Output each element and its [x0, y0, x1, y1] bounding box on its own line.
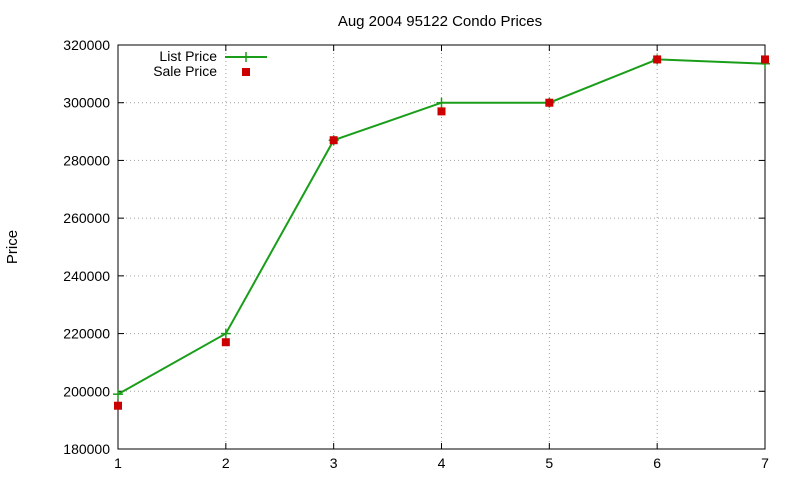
y-tick-label: 260000 — [63, 210, 110, 226]
chart-title: Aug 2004 95122 Condo Prices — [338, 13, 542, 30]
y-tick-label: 200000 — [63, 383, 110, 399]
legend-label-sale-price: Sale Price — [153, 63, 217, 79]
y-tick-label: 320000 — [63, 37, 110, 53]
data-point-sale-price — [761, 55, 769, 64]
y-tick-label: 300000 — [63, 95, 110, 111]
data-point-list-price — [113, 389, 123, 400]
y-tick-label: 180000 — [63, 441, 110, 457]
data-point-sale-price — [545, 98, 554, 107]
grid — [118, 45, 765, 449]
x-tick-label: 5 — [545, 455, 553, 471]
x-tick-label: 2 — [222, 455, 230, 471]
legend-label-list-price: List Price — [159, 48, 217, 64]
data-point-sale-price — [653, 55, 662, 64]
y-tick-label: 280000 — [63, 152, 110, 168]
data-point-sale-price — [329, 136, 338, 145]
legend-swatch-sale-price — [242, 68, 250, 76]
data-point-sale-price — [114, 401, 122, 410]
y-axis-label: Price — [4, 230, 21, 264]
data-point-list-price — [220, 328, 231, 339]
x-tick-label: 7 — [761, 455, 769, 471]
x-tick-label: 3 — [330, 455, 338, 471]
y-tick-label: 220000 — [63, 326, 110, 342]
data-series — [113, 54, 770, 410]
data-point-list-price — [436, 97, 447, 108]
legend-swatch-list-price-marker — [241, 52, 251, 62]
x-tick-label: 6 — [653, 455, 661, 471]
axis-ticks: 1 2 3 4 5 6 7 180000 200000 220000 240000 260000 280… — [63, 37, 769, 471]
legend: List Price Sale Price — [153, 48, 267, 79]
data-point-sale-price — [437, 107, 446, 116]
data-point-sale-price — [221, 338, 230, 347]
y-tick-label: 240000 — [63, 268, 110, 284]
x-tick-label: 4 — [438, 455, 446, 471]
x-tick-label: 1 — [114, 455, 122, 471]
